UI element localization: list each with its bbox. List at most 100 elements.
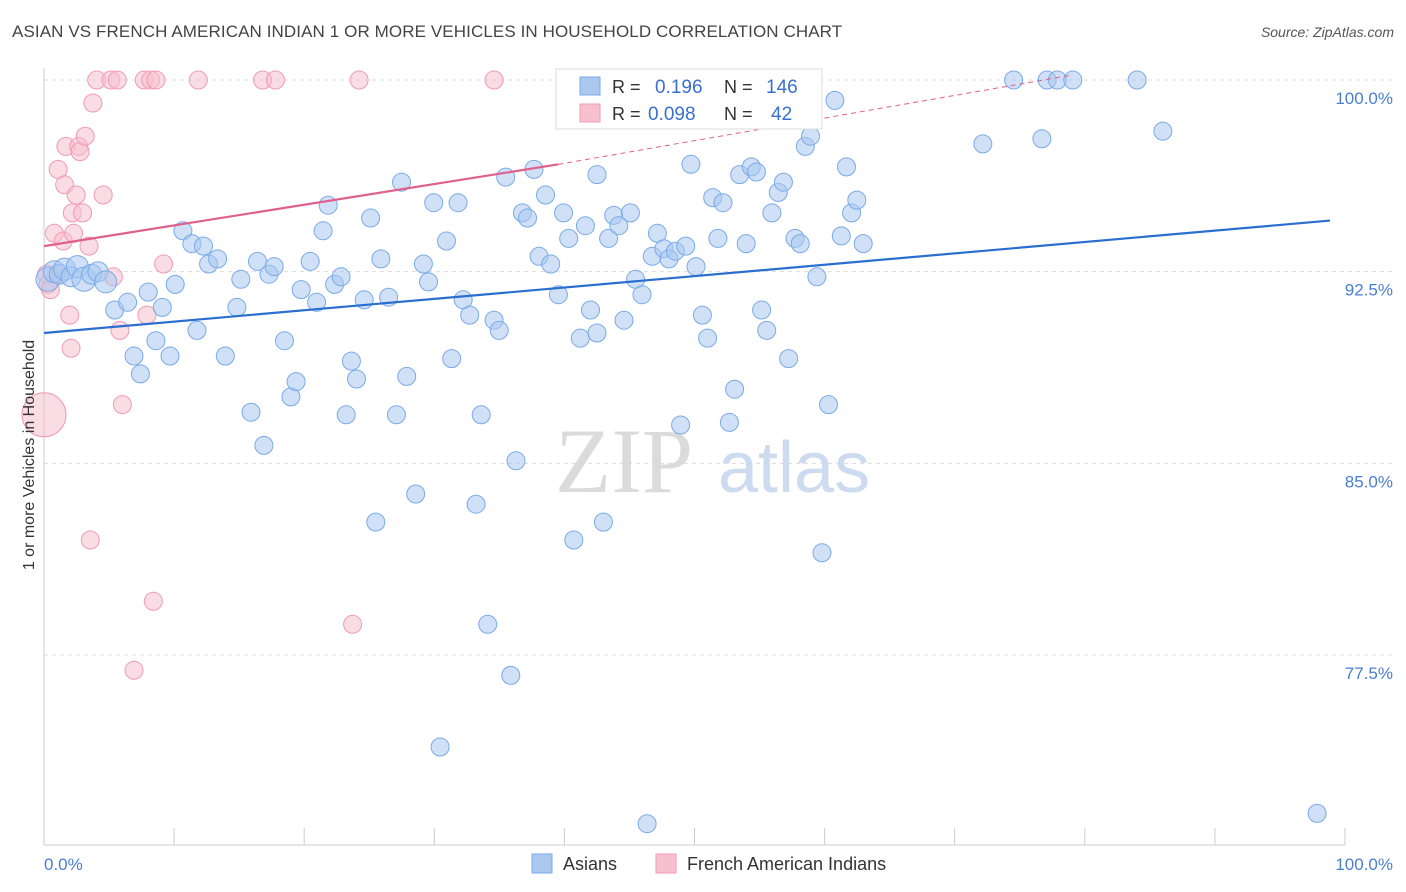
y-tick-labels: 77.5% 85.0% 92.5% 100.0%	[1335, 89, 1393, 683]
data-point	[779, 349, 799, 369]
data-point	[264, 257, 284, 277]
data-point	[231, 269, 251, 289]
legend-r-value: 0.196	[655, 77, 703, 98]
data-point	[60, 305, 80, 325]
x-tick-label: 100.0%	[1335, 855, 1393, 874]
data-point	[807, 267, 827, 287]
data-point	[790, 234, 810, 254]
data-point	[698, 328, 718, 348]
chart-title: ASIAN VS FRENCH AMERICAN INDIAN 1 OR MOR…	[12, 22, 843, 41]
watermark: ZIP atlas	[555, 410, 870, 512]
data-point	[124, 660, 144, 680]
data-point	[437, 231, 456, 251]
data-point	[392, 172, 411, 192]
trend-line-french	[43, 163, 559, 248]
data-point	[331, 267, 351, 287]
data-point	[215, 346, 235, 366]
data-point	[1153, 121, 1173, 141]
data-point	[501, 665, 521, 685]
data-point	[489, 320, 509, 340]
data-point	[406, 484, 426, 504]
data-point	[837, 157, 856, 177]
data-point	[599, 228, 619, 248]
data-point	[575, 216, 595, 236]
legend-label-asians: Asians	[563, 854, 617, 874]
data-point	[80, 530, 100, 550]
y-tick-label: 77.5%	[1345, 664, 1393, 683]
data-point	[632, 285, 652, 305]
axes	[43, 68, 1346, 846]
data-point	[336, 405, 356, 425]
data-point	[165, 274, 185, 294]
data-point	[112, 395, 132, 415]
legend-top: R = 0.196 N = 146 R = 0.098 N = 42	[555, 68, 823, 130]
legend-label-french: French American Indians	[687, 854, 886, 874]
data-point	[187, 320, 207, 340]
legend-r-value: 0.098	[648, 104, 696, 125]
data-point	[341, 351, 361, 371]
legend-n-value: 146	[766, 77, 798, 98]
data-point	[442, 349, 462, 369]
data-point	[746, 162, 766, 182]
data-point	[819, 395, 838, 415]
data-point	[241, 402, 261, 422]
data-point	[143, 591, 163, 611]
legend-n-label: N =	[724, 77, 753, 97]
data-point	[61, 338, 81, 358]
data-point	[686, 257, 706, 277]
legend-swatch-asians	[531, 853, 553, 874]
data-point	[1004, 70, 1024, 90]
data-point	[124, 346, 144, 366]
data-point	[386, 405, 406, 425]
data-point	[847, 190, 867, 210]
data-point	[419, 272, 438, 292]
data-point	[719, 412, 739, 432]
legend-swatch-french	[579, 103, 601, 123]
data-point	[466, 494, 486, 514]
grid-lines	[44, 79, 1395, 656]
legend-r-label: R =	[612, 104, 641, 124]
data-point	[397, 366, 417, 386]
data-point	[254, 435, 274, 455]
chart-source: Source: ZipAtlas.com	[1260, 24, 1394, 40]
data-point	[681, 154, 701, 174]
data-point	[614, 310, 634, 330]
data-point	[581, 300, 600, 320]
data-point	[708, 228, 728, 248]
data-point	[853, 234, 873, 254]
y-tick-label: 100.0%	[1335, 89, 1393, 108]
data-point	[725, 379, 745, 399]
data-point	[518, 208, 537, 228]
data-point	[570, 328, 590, 348]
data-point	[138, 282, 158, 302]
data-point	[471, 405, 491, 425]
data-point	[620, 203, 640, 223]
series-asians	[35, 70, 1327, 834]
data-point	[752, 300, 772, 320]
data-point	[1307, 803, 1327, 823]
data-point	[825, 90, 845, 110]
data-point	[371, 249, 391, 269]
data-point	[564, 530, 584, 550]
data-point	[831, 226, 851, 246]
y-tick-label: 92.5%	[1345, 281, 1393, 300]
data-point	[736, 234, 756, 254]
data-point	[208, 249, 228, 269]
legend-r-label: R =	[612, 77, 641, 97]
data-point	[637, 814, 657, 834]
y-tick-label: 85.0%	[1345, 472, 1393, 491]
data-point	[554, 203, 573, 223]
data-point	[1127, 70, 1147, 90]
data-point	[286, 372, 306, 392]
data-point	[266, 70, 285, 90]
legend-swatch-asians	[579, 76, 601, 96]
watermark-zip: ZIP	[555, 410, 693, 512]
data-point	[676, 236, 696, 256]
data-point	[448, 193, 468, 213]
data-point	[79, 236, 99, 256]
data-point	[536, 185, 555, 205]
watermark-atlas: atlas	[718, 428, 870, 508]
data-point	[773, 172, 793, 192]
data-point	[154, 254, 174, 274]
